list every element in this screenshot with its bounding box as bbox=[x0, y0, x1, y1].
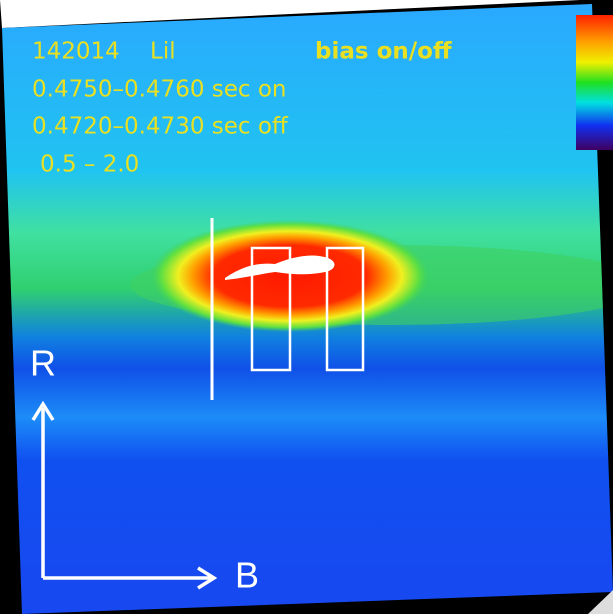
corner-mark bbox=[588, 590, 613, 614]
mode-label: bias on/off bbox=[315, 39, 452, 65]
shot-number: 142014 bbox=[32, 39, 120, 65]
axis-arrows bbox=[31, 400, 218, 590]
arrowhead bbox=[31, 400, 55, 421]
white-region bbox=[225, 255, 335, 280]
arrowhead bbox=[197, 566, 218, 590]
axis-label-b: B bbox=[235, 555, 259, 596]
time-window: 0.4720–0.4730 sec off bbox=[32, 114, 289, 140]
view-label: Lil bbox=[150, 39, 176, 65]
range-label: 0.5 – 2.0 bbox=[40, 152, 139, 178]
probe-box bbox=[250, 246, 292, 372]
background-corner bbox=[0, 0, 580, 28]
info-text: 142014 Lil bias on/off 0.4750–0.4760 sec… bbox=[32, 39, 452, 178]
time-window: 0.4750–0.4760 sec on bbox=[32, 77, 287, 103]
axis-label-r: R bbox=[30, 343, 56, 384]
probe-box bbox=[325, 246, 365, 372]
colorbar bbox=[576, 15, 613, 150]
